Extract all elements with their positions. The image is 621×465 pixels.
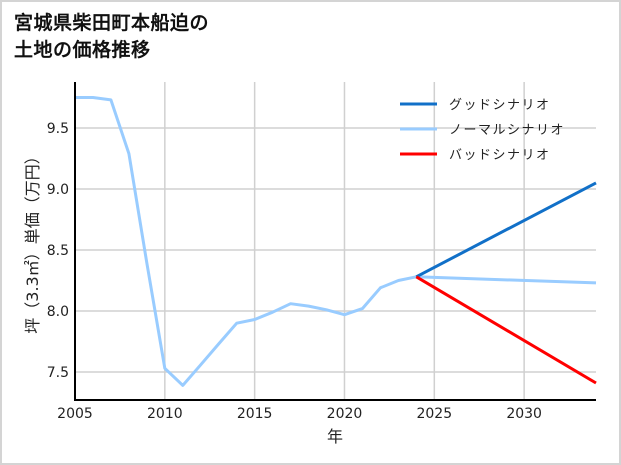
series-line [75,96,597,387]
x-axis-ticks: 2005 2010 2015 2020 2025 2030 [57,406,542,422]
axes [74,82,596,401]
x-axis-label: 年 [327,427,343,446]
y-tick-label: 8.0 [47,304,69,320]
y-axis-label: 坪（3.3㎡）単価（万円） [23,148,42,333]
x-tick-label: 2025 [416,406,452,422]
legend-item: バッドシナリオ [400,148,551,163]
x-tick-label: 2015 [237,406,273,422]
series-line [415,181,597,279]
legend-label: バッドシナリオ [449,148,551,163]
legend-item: ノーマルシナリオ [400,123,565,138]
x-tick-label: 2020 [327,406,363,422]
chart-title-line-1: 宮城県柴田町本船迫の [14,12,210,34]
x-tick-label: 2030 [506,406,542,422]
gridlines [75,82,596,400]
chart-title: 宮城県柴田町本船迫の 土地の価格推移 [14,10,209,64]
legend-item: グッドシナリオ [400,98,551,113]
series-line [415,275,597,385]
chart-title-line-2: 土地の価格推移 [14,39,151,61]
y-tick-label: 7.5 [47,365,69,381]
y-tick-label: 9.0 [47,182,69,198]
y-axis-ticks: 7.5 8.0 8.5 9.0 9.5 [47,121,69,381]
y-tick-label: 8.5 [47,243,69,259]
x-tick-label: 2005 [57,406,93,422]
y-tick-label: 9.5 [47,121,69,137]
data-series [75,96,597,387]
legend-label: ノーマルシナリオ [449,123,565,138]
x-tick-label: 2010 [147,406,183,422]
legend-label: グッドシナリオ [449,98,551,113]
